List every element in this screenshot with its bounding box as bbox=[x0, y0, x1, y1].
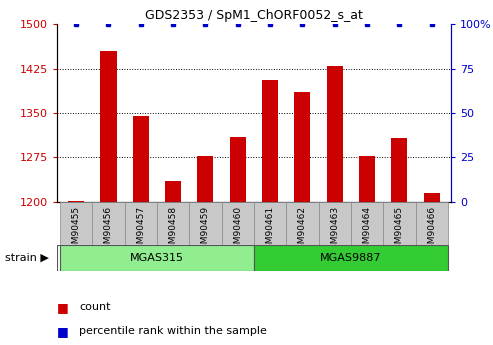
Text: strain ▶: strain ▶ bbox=[5, 253, 49, 263]
Text: MGAS315: MGAS315 bbox=[130, 253, 184, 263]
FancyBboxPatch shape bbox=[286, 202, 318, 245]
Text: GSM90457: GSM90457 bbox=[136, 206, 145, 255]
Bar bbox=[133, 116, 149, 202]
Text: GSM90463: GSM90463 bbox=[330, 206, 339, 255]
Text: ■: ■ bbox=[57, 300, 69, 314]
Bar bbox=[359, 156, 375, 202]
Bar bbox=[294, 92, 311, 202]
Bar bbox=[423, 193, 440, 202]
Bar bbox=[230, 137, 246, 202]
Title: GDS2353 / SpM1_ChORF0052_s_at: GDS2353 / SpM1_ChORF0052_s_at bbox=[145, 9, 363, 22]
Text: GSM90461: GSM90461 bbox=[266, 206, 275, 255]
FancyBboxPatch shape bbox=[318, 202, 351, 245]
Text: GSM90455: GSM90455 bbox=[71, 206, 80, 255]
Text: count: count bbox=[79, 302, 110, 312]
FancyBboxPatch shape bbox=[92, 202, 125, 245]
Bar bbox=[197, 156, 213, 202]
FancyBboxPatch shape bbox=[60, 202, 92, 245]
Text: MGAS9887: MGAS9887 bbox=[320, 253, 382, 263]
FancyBboxPatch shape bbox=[416, 202, 448, 245]
Text: GSM90466: GSM90466 bbox=[427, 206, 436, 255]
FancyBboxPatch shape bbox=[189, 202, 221, 245]
Bar bbox=[101, 51, 116, 202]
Bar bbox=[68, 201, 84, 202]
Text: ■: ■ bbox=[57, 325, 69, 338]
Bar bbox=[165, 181, 181, 202]
FancyBboxPatch shape bbox=[125, 202, 157, 245]
Text: GSM90464: GSM90464 bbox=[362, 206, 372, 255]
FancyBboxPatch shape bbox=[221, 202, 254, 245]
Bar bbox=[327, 66, 343, 202]
FancyBboxPatch shape bbox=[60, 245, 254, 271]
Text: GSM90460: GSM90460 bbox=[233, 206, 242, 255]
FancyBboxPatch shape bbox=[383, 202, 416, 245]
Text: GSM90459: GSM90459 bbox=[201, 206, 210, 255]
FancyBboxPatch shape bbox=[254, 202, 286, 245]
Bar bbox=[391, 138, 407, 202]
Text: percentile rank within the sample: percentile rank within the sample bbox=[79, 326, 267, 336]
FancyBboxPatch shape bbox=[351, 202, 383, 245]
Text: GSM90456: GSM90456 bbox=[104, 206, 113, 255]
FancyBboxPatch shape bbox=[157, 202, 189, 245]
Bar bbox=[262, 80, 278, 202]
Text: GSM90462: GSM90462 bbox=[298, 206, 307, 255]
Text: GSM90458: GSM90458 bbox=[169, 206, 177, 255]
FancyBboxPatch shape bbox=[254, 245, 448, 271]
Text: GSM90465: GSM90465 bbox=[395, 206, 404, 255]
